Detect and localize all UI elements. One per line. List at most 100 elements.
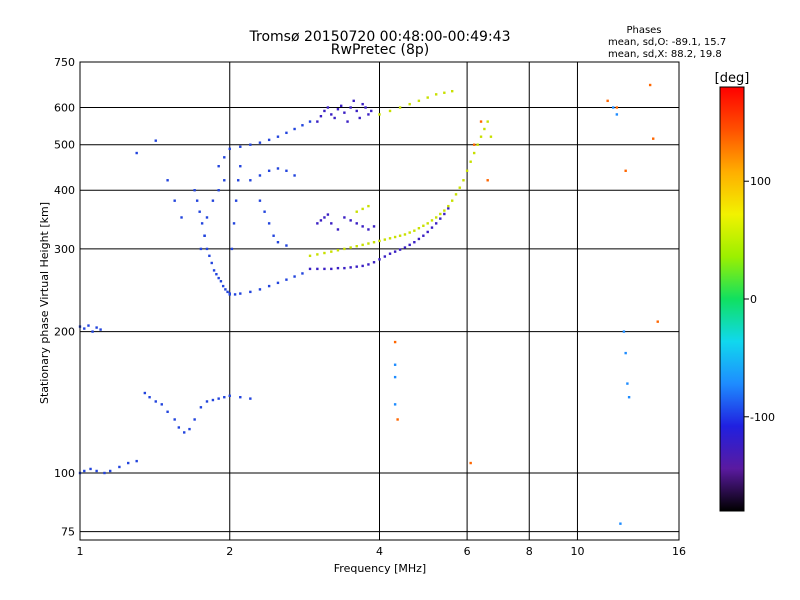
data-point — [83, 469, 86, 473]
data-point — [355, 222, 358, 225]
y-tick-label: 750 — [54, 56, 75, 69]
data-point — [239, 164, 242, 168]
data-point — [301, 272, 304, 275]
data-point — [285, 131, 288, 135]
data-point — [249, 179, 252, 182]
data-point — [215, 273, 218, 276]
data-point — [430, 226, 434, 229]
data-point — [627, 396, 631, 399]
data-point — [148, 396, 151, 399]
data-point — [372, 261, 376, 264]
data-point — [346, 120, 349, 123]
data-point — [434, 222, 438, 225]
data-point — [230, 247, 234, 251]
data-point — [180, 216, 183, 219]
data-point — [450, 199, 454, 202]
data-point — [472, 143, 476, 146]
data-point — [339, 104, 343, 108]
data-point — [443, 91, 446, 94]
data-point — [95, 469, 98, 473]
data-point — [301, 124, 304, 127]
data-point — [426, 222, 429, 225]
data-point — [118, 465, 121, 469]
data-point — [211, 199, 215, 202]
data-point — [188, 427, 191, 431]
data-point — [383, 255, 387, 258]
data-point — [221, 284, 225, 288]
data-point — [333, 116, 336, 120]
data-point — [276, 241, 280, 244]
data-point — [166, 410, 169, 413]
data-point — [370, 109, 373, 113]
x-tick-label: 2 — [226, 545, 233, 558]
data-point — [234, 199, 238, 202]
data-point — [439, 212, 442, 216]
data-point — [393, 250, 397, 253]
data-point — [486, 120, 489, 123]
data-point — [462, 179, 465, 182]
data-point — [91, 330, 94, 333]
data-point — [612, 106, 615, 109]
data-point — [336, 108, 340, 111]
data-point — [232, 222, 236, 225]
x-tick-label: 16 — [672, 545, 686, 558]
plot-frame — [79, 61, 680, 541]
data-point — [308, 254, 312, 258]
data-point — [293, 127, 296, 131]
x-tick-label: 1 — [77, 545, 84, 558]
data-point — [103, 471, 106, 475]
data-point — [87, 324, 90, 327]
data-point — [372, 225, 376, 228]
y-tick-label: 400 — [54, 184, 75, 197]
data-point — [378, 258, 381, 261]
data-point — [349, 219, 352, 222]
data-point — [135, 151, 138, 155]
data-point — [330, 250, 333, 253]
data-point — [403, 246, 407, 249]
data-point — [228, 394, 231, 398]
data-point — [367, 263, 370, 266]
data-point — [217, 397, 220, 400]
data-point — [343, 111, 346, 114]
data-point — [199, 406, 203, 409]
data-point — [343, 266, 346, 270]
data-point — [388, 109, 392, 113]
colorbar-tick-label: -100 — [750, 411, 775, 424]
data-point — [319, 114, 323, 118]
data-point — [330, 113, 333, 116]
stats-line-o: mean, sd,O: -89.1, 15.7 — [608, 37, 726, 48]
data-point — [212, 269, 216, 272]
data-point — [193, 418, 196, 421]
data-point — [323, 267, 326, 271]
data-point — [285, 169, 288, 172]
data-point — [486, 179, 489, 182]
data-point — [479, 135, 483, 138]
data-point — [417, 227, 421, 230]
data-point — [624, 351, 627, 355]
data-point — [219, 280, 223, 283]
data-point — [367, 242, 370, 245]
data-point — [349, 106, 352, 109]
data-point — [211, 398, 215, 402]
data-point — [205, 400, 209, 403]
data-point — [393, 375, 397, 379]
data-point — [217, 276, 220, 280]
data-point — [417, 99, 421, 103]
data-point — [454, 193, 458, 196]
data-points — [78, 83, 659, 525]
data-point — [372, 241, 376, 244]
data-point — [233, 293, 237, 296]
data-point — [223, 179, 226, 182]
data-point — [378, 113, 381, 116]
data-point — [285, 278, 288, 281]
data-point — [205, 216, 209, 219]
data-point — [263, 210, 266, 213]
data-point — [361, 102, 364, 106]
data-point — [249, 397, 252, 400]
data-point — [476, 143, 479, 146]
data-point — [458, 186, 461, 189]
data-point — [398, 106, 402, 109]
data-point — [323, 109, 326, 113]
data-point — [469, 160, 472, 163]
x-axis-label: Frequency [MHz] — [334, 562, 426, 575]
